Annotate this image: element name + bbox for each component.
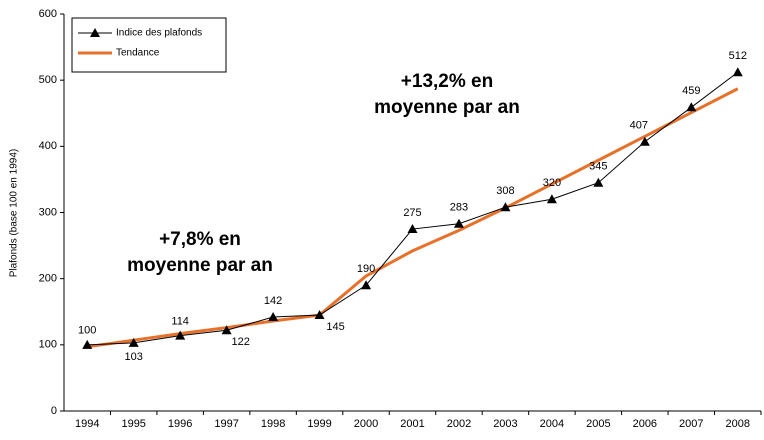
data-label: 145 (326, 321, 344, 333)
x-tick-label: 2001 (400, 418, 424, 430)
y-tick-label: 300 (39, 206, 57, 218)
data-label: 114 (171, 315, 189, 327)
data-label: 100 (78, 325, 96, 337)
marker (82, 339, 93, 349)
marker (593, 177, 604, 187)
data-label: 190 (357, 263, 375, 275)
legend-label: Tendance (116, 48, 160, 59)
data-label: 283 (450, 202, 468, 214)
data-label: 122 (231, 336, 249, 348)
annotation: moyenne par an (127, 255, 273, 276)
legend-box (71, 17, 227, 73)
annotation: +7,8% en (159, 229, 241, 250)
annotation: moyenne par an (374, 97, 520, 118)
marker (268, 312, 279, 322)
marker (546, 194, 557, 204)
data-label: 142 (264, 295, 282, 307)
marker (314, 310, 325, 320)
x-tick-label: 1995 (121, 418, 145, 430)
data-label: 345 (589, 161, 607, 173)
y-tick-label: 0 (51, 405, 57, 417)
data-label: 308 (496, 185, 514, 197)
marker (500, 202, 511, 212)
x-tick-label: 2007 (679, 418, 703, 430)
legend-label: Indice des plafonds (116, 28, 202, 39)
x-tick-label: 1999 (307, 418, 331, 430)
x-tick-label: 2005 (586, 418, 610, 430)
marker (686, 102, 697, 112)
y-axis-label: Plafonds (base 100 en 1994) (9, 149, 20, 277)
marker (361, 280, 372, 290)
data-label: 103 (125, 351, 143, 363)
data-label: 407 (630, 120, 648, 132)
marker (732, 67, 743, 77)
marker (221, 325, 232, 335)
y-tick-label: 500 (39, 74, 57, 86)
x-tick-label: 2004 (540, 418, 564, 430)
y-tick-label: 600 (39, 8, 57, 20)
y-tick-label: 100 (39, 339, 57, 351)
data-label: 275 (403, 207, 421, 219)
marker (639, 136, 650, 146)
x-tick-label: 2000 (354, 418, 378, 430)
x-tick-label: 1994 (75, 418, 99, 430)
y-tick-label: 200 (39, 273, 57, 285)
x-tick-label: 2008 (726, 418, 750, 430)
data-label: 459 (682, 85, 700, 97)
trend-line (87, 87, 739, 349)
annotation: +13,2% en (401, 71, 493, 92)
x-tick-label: 1996 (168, 418, 192, 430)
data-label: 320 (543, 177, 561, 189)
x-tick-label: 2003 (493, 418, 517, 430)
x-tick-label: 2006 (633, 418, 657, 430)
marker (453, 218, 464, 228)
x-tick-label: 1997 (214, 418, 238, 430)
marker (407, 224, 418, 234)
data-label: 512 (729, 50, 747, 62)
y-tick-label: 400 (39, 140, 57, 152)
x-tick-label: 1998 (261, 418, 285, 430)
marker (175, 330, 186, 340)
marker (128, 337, 139, 347)
x-tick-label: 2002 (447, 418, 471, 430)
legend-marker (90, 28, 100, 37)
